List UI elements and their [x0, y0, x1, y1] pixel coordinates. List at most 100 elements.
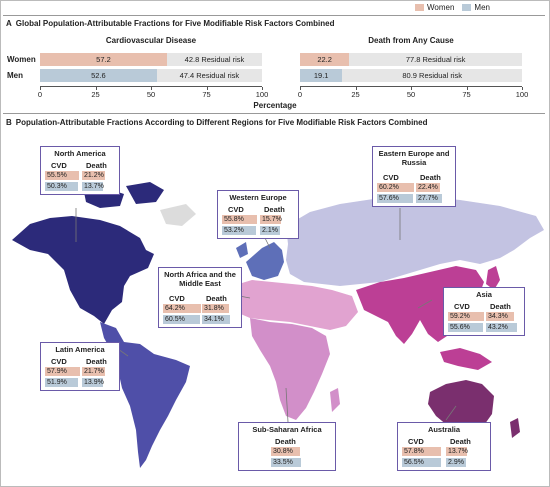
region-header-cvd-latin-america: CVD: [51, 357, 67, 366]
chart-0-tick-label-50: 50: [146, 90, 156, 99]
panel-b-title: B Population-Attributable Fractions Accor…: [6, 118, 428, 127]
chart-0-tick-label-0: 0: [37, 90, 43, 99]
region-death-men-australia: 2.9%: [446, 458, 466, 467]
legend: Women Men: [415, 3, 490, 12]
chart-0-tick-0: [40, 87, 41, 90]
chart-0-tick-25: [95, 87, 97, 90]
region-cvd-women-australia: 57.8%: [402, 447, 442, 456]
region-header-cvd-eastern-europe-and-russia: CVD: [383, 173, 399, 182]
region-australia-shape: [428, 380, 520, 438]
region-north-africa-middle-east-shape: [230, 280, 358, 330]
chart-1-tick-25: [355, 87, 357, 90]
legend-men: Men: [462, 3, 490, 12]
chart-0-value-attributable-men: 52.6: [91, 71, 106, 80]
chart-1-tick-label-100: 100: [515, 90, 529, 99]
region-cvd-men-north-america: 50.3%: [45, 182, 78, 191]
region-header-death-north-africa-and-the-middle-east: Death: [206, 294, 227, 303]
region-header-death-sub-saharan-africa: Death: [275, 437, 296, 446]
legend-men-swatch: [462, 4, 472, 12]
region-latin-america-shape: [100, 322, 190, 468]
leader-asia: [417, 299, 433, 309]
region-cvd-women-north-africa-and-the-middle-east: 64.2%: [163, 304, 202, 313]
chart-1-tick-label-25: 25: [351, 90, 360, 99]
region-death-men-asia: 43.2%: [486, 323, 517, 332]
region-box-eastern-europe-and-russia: Eastern Europe and Russia CVD Death 60.2% 57…: [372, 146, 456, 207]
region-death-women-asia: 34.3%: [486, 312, 514, 321]
region-header-death-australia: Death: [450, 437, 471, 446]
chart-1-tick-label-50: 50: [406, 90, 416, 99]
chart-1-bar-women: 22.2 77.8 Residual risk: [300, 53, 522, 66]
region-north-america-shape: [12, 182, 196, 324]
chart-1-value-residual-men: 80.9 Residual risk: [402, 71, 462, 80]
region-header-death-latin-america: Death: [86, 357, 107, 366]
region-cvd-men-latin-america: 51.9%: [45, 378, 79, 387]
chart-0-title: Cardiovascular Disease: [105, 36, 197, 45]
chart-1-x-axis: [300, 86, 522, 87]
region-header-cvd-north-africa-and-the-middle-east: CVD: [169, 294, 185, 303]
region-cvd-women-western-europe: 55.8%: [222, 215, 257, 224]
chart-1-tick-50: [411, 87, 412, 90]
region-cvd-women-eastern-europe-and-russia: 60.2%: [377, 183, 415, 192]
region-header-cvd-australia: CVD: [408, 437, 424, 446]
chart-1-segment-attributable-men: 19.1: [300, 69, 343, 82]
region-name-asia: Asia: [476, 290, 492, 299]
region-eastern-europe-russia-shape: [286, 196, 544, 286]
chart-0-tick-label-75: 75: [202, 90, 211, 99]
chart-0-value-attributable-women: 57.2: [96, 55, 111, 64]
region-death-women-north-america: 21.2%: [82, 171, 105, 180]
region-box-north-america: North America CVD Death 55.5% 50.3% 21.2% 13.7…: [40, 146, 120, 195]
region-box-western-europe: Western Europe CVD Death 55.8% 53.2% 15.7% 2.1…: [217, 190, 299, 239]
chart-0-segment-residual-men: 47.4 Residual risk: [156, 69, 262, 82]
chart-0-bar-women: 57.2 42.8 Residual risk: [40, 53, 262, 66]
chart-1-tick-75: [466, 87, 468, 90]
region-name-latin-america: Latin America: [55, 345, 105, 354]
region-cvd-men-australia: 56.5%: [402, 458, 441, 467]
region-header-death-asia: Death: [490, 302, 511, 311]
chart-1-bar-men: 19.1 80.9 Residual risk: [300, 69, 522, 82]
chart-1-value-residual-women: 77.8 Residual risk: [405, 55, 466, 64]
chart-1-value-attributable-women: 22.2: [317, 55, 332, 64]
region-header-cvd-north-america: CVD: [51, 161, 67, 170]
panel-a-title: A Global Population-Attributable Fraction…: [6, 19, 335, 28]
world-map: [12, 182, 544, 468]
chart-0-value-residual-men: 47.4 Residual risk: [179, 71, 240, 80]
region-cvd-men-asia: 55.6%: [448, 323, 483, 332]
region-death-men-north-america: 13.7%: [82, 182, 104, 191]
chart-1-tick-0: [300, 87, 301, 90]
chart-0-bar-men: 52.6 47.4 Residual risk: [40, 69, 262, 82]
region-header-death-western-europe: Death: [264, 205, 285, 214]
region-box-australia: Australia CVD Death 57.8% 56.5% 13.7% 2.9%: [397, 422, 491, 471]
region-header-death-north-america: Death: [86, 161, 107, 170]
region-cvd-women-latin-america: 57.9%: [45, 367, 81, 376]
x-axis-label: Percentage: [253, 101, 297, 110]
region-header-cvd-asia: CVD: [454, 302, 470, 311]
chart-1-tick-label-0: 0: [297, 90, 303, 99]
row-label-men: Men: [7, 71, 23, 80]
chart-1-segment-residual-men: 80.9 Residual risk: [342, 69, 522, 82]
chart-1-segment-residual-women: 77.8 Residual risk: [349, 53, 522, 66]
chart-1-tick-100: [522, 87, 523, 90]
region-cvd-men-western-europe: 53.2%: [222, 226, 257, 235]
region-name-western-europe: Western Europe: [229, 193, 287, 202]
chart-0-tick-label-25: 25: [91, 90, 100, 99]
region-name-north-america: North America: [54, 149, 106, 158]
chart-0-value-residual-women: 42.8 Residual risk: [184, 55, 245, 64]
region-box-sub-saharan-africa: Sub-Saharan Africa Death 30.8% 33.5%: [238, 422, 336, 471]
region-death-women-australia: 13.7%: [446, 447, 468, 456]
chart-1-value-attributable-men: 19.1: [313, 71, 329, 80]
chart-1-title: Death from Any Cause: [368, 36, 454, 45]
chart-0-x-axis: [40, 86, 262, 87]
region-death-men-eastern-europe-and-russia: 27.7%: [416, 194, 442, 203]
region-death-men-western-europe: 2.1%: [260, 226, 280, 235]
region-header-death-eastern-europe-and-russia: Death: [420, 173, 441, 182]
chart-0-tick-50: [151, 87, 152, 90]
chart-0-tick-100: [262, 87, 263, 90]
divider-top: [3, 15, 545, 16]
divider-middle: [3, 113, 545, 114]
region-death-men-north-africa-and-the-middle-east: 34.1%: [202, 315, 230, 324]
region-death-women-eastern-europe-and-russia: 22.4%: [416, 183, 440, 192]
region-death-men-latin-america: 13.9%: [82, 378, 104, 387]
region-sub-saharan-africa-shape: [250, 318, 340, 420]
chart-0-tick-label-100: 100: [255, 90, 269, 99]
region-name-sub-saharan-africa: Sub-Saharan Africa: [252, 425, 322, 434]
